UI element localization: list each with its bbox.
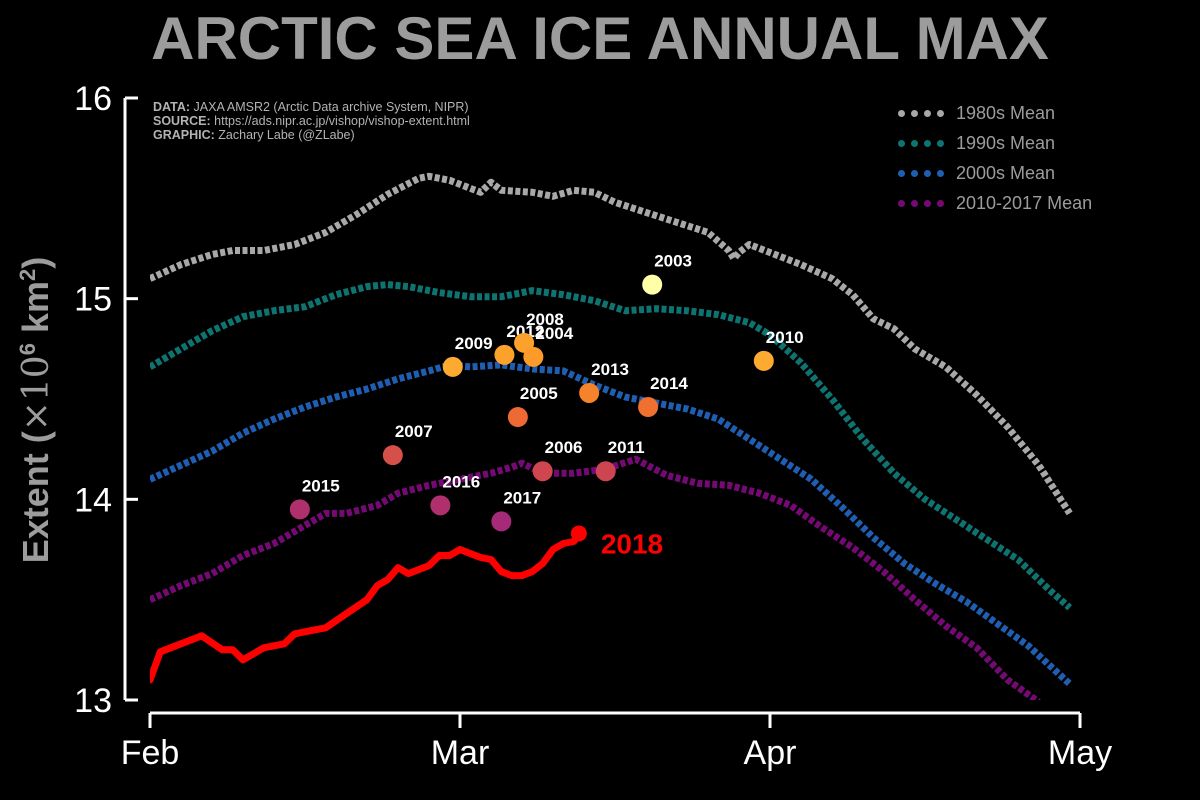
data-point-2003 [642,274,663,295]
legend-label-1990s: 1990s Mean [956,132,1056,153]
y-tick-label-16: 16 [74,80,112,118]
data-point-2012 [494,344,515,365]
series-endpoint-2018 [570,525,587,542]
series-line-2000s-mean [150,361,1073,687]
data-label-2014: 2014 [650,374,688,393]
legend-item-1990s: 1990s Mean [898,128,1092,158]
data-label-2005: 2005 [520,384,558,403]
data-label-2015: 2015 [302,476,340,495]
credit-data: DATA: JAXA AMSR2 (Arctic Data archive Sy… [153,100,469,114]
legend-swatch-2000s [898,169,944,177]
legend-label-1980s: 1980s Mean [956,102,1056,123]
credits-block: DATA: JAXA AMSR2 (Arctic Data archive Sy… [153,100,470,142]
data-label-2007: 2007 [395,422,433,441]
data-point-2017 [491,511,512,532]
data-label-2013: 2013 [591,360,629,379]
y-tick-label-14: 14 [74,481,112,519]
data-point-2010 [753,350,774,371]
data-point-2006 [532,461,553,482]
data-point-2004 [523,346,544,367]
data-point-2015 [289,499,310,520]
legend-swatch-2010-2017 [898,199,944,207]
legend-swatch-1990s [898,139,944,147]
data-label-2012: 2012 [506,322,544,341]
series-label-2018: 2018 [601,528,663,559]
series-line-1980s-mean [150,172,1073,516]
data-label-2004: 2004 [535,324,573,343]
x-tick-label-Feb: Feb [121,734,180,772]
x-tick-label-Mar: Mar [431,734,490,772]
data-label-2003: 2003 [654,252,692,271]
data-point-2008 [514,332,535,353]
y-tick-label-13: 13 [74,682,112,720]
data-point-2016 [430,495,451,516]
data-point-2007 [382,445,403,466]
data-label-2008: 2008 [526,310,564,329]
x-tick-label-May: May [1048,734,1112,772]
data-point-2014 [638,397,659,418]
data-label-2016: 2016 [442,472,480,491]
chart-legend: 1980s Mean 1990s Mean 2000s Mean 2010-20… [898,98,1092,218]
data-point-2013 [579,382,600,403]
legend-label-2010-2017: 2010-2017 Mean [956,192,1093,213]
credit-source: SOURCE: https://ads.nipr.ac.jp/vishop/vi… [153,114,470,128]
series-line-2018 [150,532,583,684]
data-label-2009: 2009 [455,334,493,353]
y-tick-label-15: 15 [74,281,112,319]
series-line-1990s-mean [150,281,1073,611]
data-label-2006: 2006 [545,438,583,457]
data-label-2011: 2011 [608,438,645,457]
series-line-2010-2017-mean [150,455,1041,700]
legend-label-2000s: 2000s Mean [956,162,1056,183]
legend-item-2000s: 2000s Mean [898,158,1092,188]
chart-title: ARCTIC SEA ICE ANNUAL MAX [151,5,1049,72]
data-point-2005 [507,407,528,428]
legend-swatch-1980s [898,109,944,117]
x-tick-label-Apr: Apr [744,734,797,772]
data-label-2017: 2017 [503,488,541,507]
data-label-2010: 2010 [766,328,804,347]
legend-item-2010-2017: 2010-2017 Mean [898,188,1092,218]
y-axis-label: Extent (×106 km2) [15,256,57,564]
credit-graphic: GRAPHIC: Zachary Labe (@ZLabe) [153,128,355,142]
data-point-2009 [442,356,463,377]
data-point-2011 [595,461,616,482]
legend-item-1980s: 1980s Mean [898,98,1092,128]
